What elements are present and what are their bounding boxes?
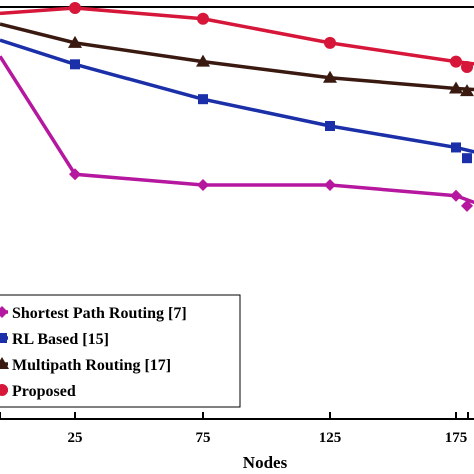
legend-marker — [0, 384, 8, 396]
legend-item: RL Based [15] — [0, 331, 109, 348]
x-tick-label: 25 — [68, 430, 83, 446]
data-point — [196, 54, 210, 67]
series-4 — [0, 2, 474, 73]
data-point — [69, 168, 81, 181]
data-point — [324, 36, 336, 49]
legend-marker — [0, 306, 8, 318]
data-point — [451, 142, 461, 153]
data-point — [325, 121, 335, 131]
data-point — [70, 59, 80, 70]
data-point — [449, 81, 463, 94]
data-point — [197, 12, 209, 25]
x-tick-label: 75 — [196, 430, 211, 446]
x-tick-label: 175 — [445, 430, 468, 446]
data-point — [461, 61, 473, 73]
data-point — [198, 94, 208, 105]
series-2 — [0, 38, 474, 164]
data-point — [69, 2, 81, 14]
series-1 — [0, 55, 474, 212]
data-point — [324, 179, 336, 191]
legend-label: Proposed — [12, 383, 76, 400]
legend-marker — [0, 333, 7, 343]
series-layer — [0, 2, 474, 212]
legend-label: Multipath Routing [17] — [12, 357, 171, 374]
data-point — [460, 84, 474, 97]
data-point — [462, 153, 472, 164]
data-point — [461, 199, 473, 212]
x-tick-label: 125 — [319, 430, 342, 446]
series-line — [0, 38, 474, 154]
legend-item: Multipath Routing [17] — [0, 357, 171, 374]
legend-label: RL Based [15] — [12, 331, 109, 348]
series-line — [0, 6, 474, 66]
legend: Shortest Path Routing [7] RL Based [15] Mu… — [0, 294, 241, 408]
data-point — [197, 179, 209, 191]
data-point — [450, 55, 462, 68]
data-point — [68, 35, 82, 48]
series-line — [0, 55, 474, 205]
legend-marker — [0, 357, 9, 369]
x-axis-title: Nodes — [243, 453, 288, 472]
legend-item: Proposed — [0, 383, 76, 400]
data-point — [450, 189, 462, 202]
legend-item: Shortest Path Routing [7] — [0, 305, 187, 322]
legend-box — [0, 294, 241, 408]
series-3 — [0, 22, 474, 97]
legend-label: Shortest Path Routing [7] — [12, 305, 187, 322]
data-point — [323, 70, 337, 83]
series-line — [0, 22, 474, 92]
x-axis-ticks: 25 75 125 175 — [0, 412, 469, 446]
